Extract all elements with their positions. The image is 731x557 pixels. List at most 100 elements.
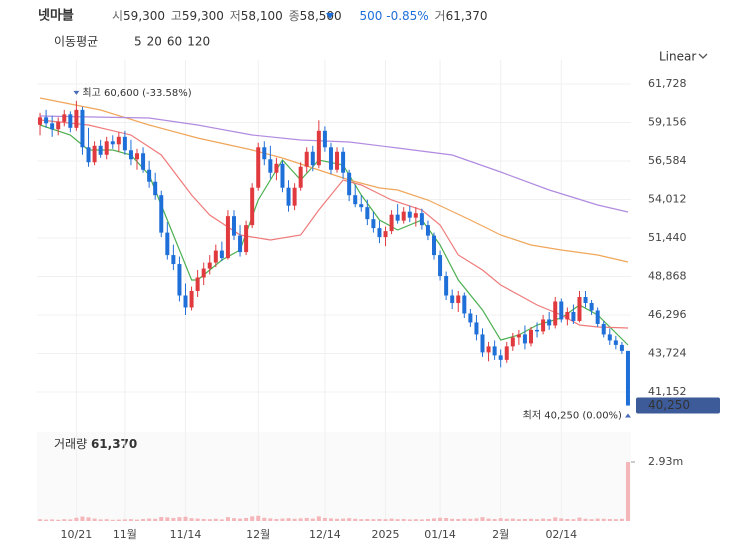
- candle-body: [86, 147, 91, 163]
- volume-bar: [177, 517, 182, 521]
- candle-body: [625, 350, 630, 406]
- candle-body: [38, 117, 43, 125]
- candle-body: [62, 114, 67, 122]
- volume-bar: [80, 516, 85, 521]
- candle-body: [504, 346, 509, 360]
- volume-value: 61,370: [446, 9, 488, 23]
- last-price-label: 40,250: [648, 398, 690, 412]
- volume-bar: [141, 518, 146, 521]
- volume-bar: [571, 519, 576, 521]
- candle-body: [450, 295, 455, 303]
- volume-bar: [613, 519, 618, 521]
- candle-body: [601, 323, 606, 335]
- candle-body: [122, 136, 127, 151]
- candle-body: [335, 151, 340, 170]
- candle-body: [298, 166, 303, 188]
- volume-bar: [619, 518, 624, 521]
- volume-bar: [304, 517, 309, 521]
- candle-body: [607, 334, 612, 341]
- volume-label: 거: [435, 9, 446, 23]
- volume-bar: [153, 518, 158, 521]
- candle-body: [571, 311, 576, 321]
- volume-bar: [201, 518, 206, 521]
- candle-body: [328, 147, 333, 170]
- ma-line: [39, 124, 629, 346]
- volume-bar: [353, 518, 358, 521]
- low-value: 58,100: [241, 9, 283, 23]
- y-tick-label: 41,152: [648, 385, 687, 398]
- volume-bar: [335, 518, 340, 521]
- candle-body: [341, 151, 346, 173]
- volume-bar: [262, 517, 267, 521]
- candle-body: [589, 302, 594, 311]
- volume-bar: [171, 517, 176, 521]
- volume-title-label: 거래량: [54, 437, 87, 451]
- y-tick-label: 48,868: [648, 270, 687, 283]
- volume-bar: [86, 517, 91, 521]
- legend-entry: 60: [167, 35, 182, 49]
- candle-body: [377, 228, 382, 238]
- volume-bar: [238, 518, 243, 521]
- candle-body: [547, 319, 552, 326]
- close-value: 58,500: [300, 9, 342, 23]
- candle-body: [177, 264, 182, 296]
- candle-body: [583, 296, 588, 303]
- volume-bar: [359, 519, 364, 521]
- candle-body: [225, 216, 230, 259]
- x-tick-label: 01/14: [424, 528, 456, 541]
- volume-bar: [213, 518, 218, 521]
- volume-bar: [116, 519, 121, 521]
- change-value: 500: [360, 9, 383, 23]
- candle-body: [244, 225, 249, 253]
- volume-bar: [450, 518, 455, 521]
- candle-body: [535, 329, 540, 332]
- candle-body: [274, 163, 279, 173]
- volume-bar: [607, 518, 612, 521]
- volume-bar: [377, 518, 382, 521]
- volume-bar: [98, 519, 103, 521]
- close-label: 종: [289, 9, 300, 23]
- volume-bar: [595, 518, 600, 521]
- scale-mode[interactable]: Linear: [659, 50, 696, 64]
- x-tick-label: 12/14: [309, 528, 341, 541]
- volume-bar: [159, 516, 164, 521]
- candle-body: [286, 187, 291, 206]
- candle-body: [365, 207, 370, 220]
- volume-bar: [268, 518, 273, 521]
- candle-body: [231, 216, 236, 236]
- volume-bar: [535, 519, 540, 521]
- candle-body: [444, 276, 449, 296]
- candle-body: [413, 213, 418, 218]
- high-label: 고: [171, 9, 182, 23]
- candle-body: [541, 319, 546, 332]
- ma-line: [39, 119, 629, 329]
- legend-entry: 5: [134, 35, 142, 49]
- volume-bar: [183, 516, 188, 521]
- candle-body: [165, 232, 170, 256]
- candle-body: [195, 277, 200, 292]
- candle-body: [292, 187, 297, 206]
- candle-body: [432, 235, 437, 256]
- candle-body: [201, 268, 206, 278]
- volume-bar: [601, 518, 606, 521]
- y-tick-label: 56,584: [648, 154, 687, 167]
- volume-bar: [298, 518, 303, 521]
- dropdown-chevron[interactable]: [698, 53, 708, 59]
- volume-bar: [438, 517, 443, 521]
- volume-title: 거래량 61,370: [54, 437, 137, 451]
- volume-bar: [383, 519, 388, 521]
- y-tick-label: 51,440: [648, 231, 687, 244]
- volume-bar: [522, 518, 527, 521]
- volume-bar: [413, 519, 418, 521]
- candle-body: [110, 141, 115, 145]
- volume-bar: [444, 517, 449, 521]
- candle-body: [44, 117, 49, 124]
- low-marker: [624, 413, 631, 418]
- x-tick-label: 02/14: [545, 528, 577, 541]
- candle-body: [153, 181, 158, 196]
- candle-body: [468, 313, 473, 323]
- volume-bar: [541, 518, 546, 521]
- legend-entry: 120: [187, 35, 210, 49]
- volume-bar: [274, 518, 279, 521]
